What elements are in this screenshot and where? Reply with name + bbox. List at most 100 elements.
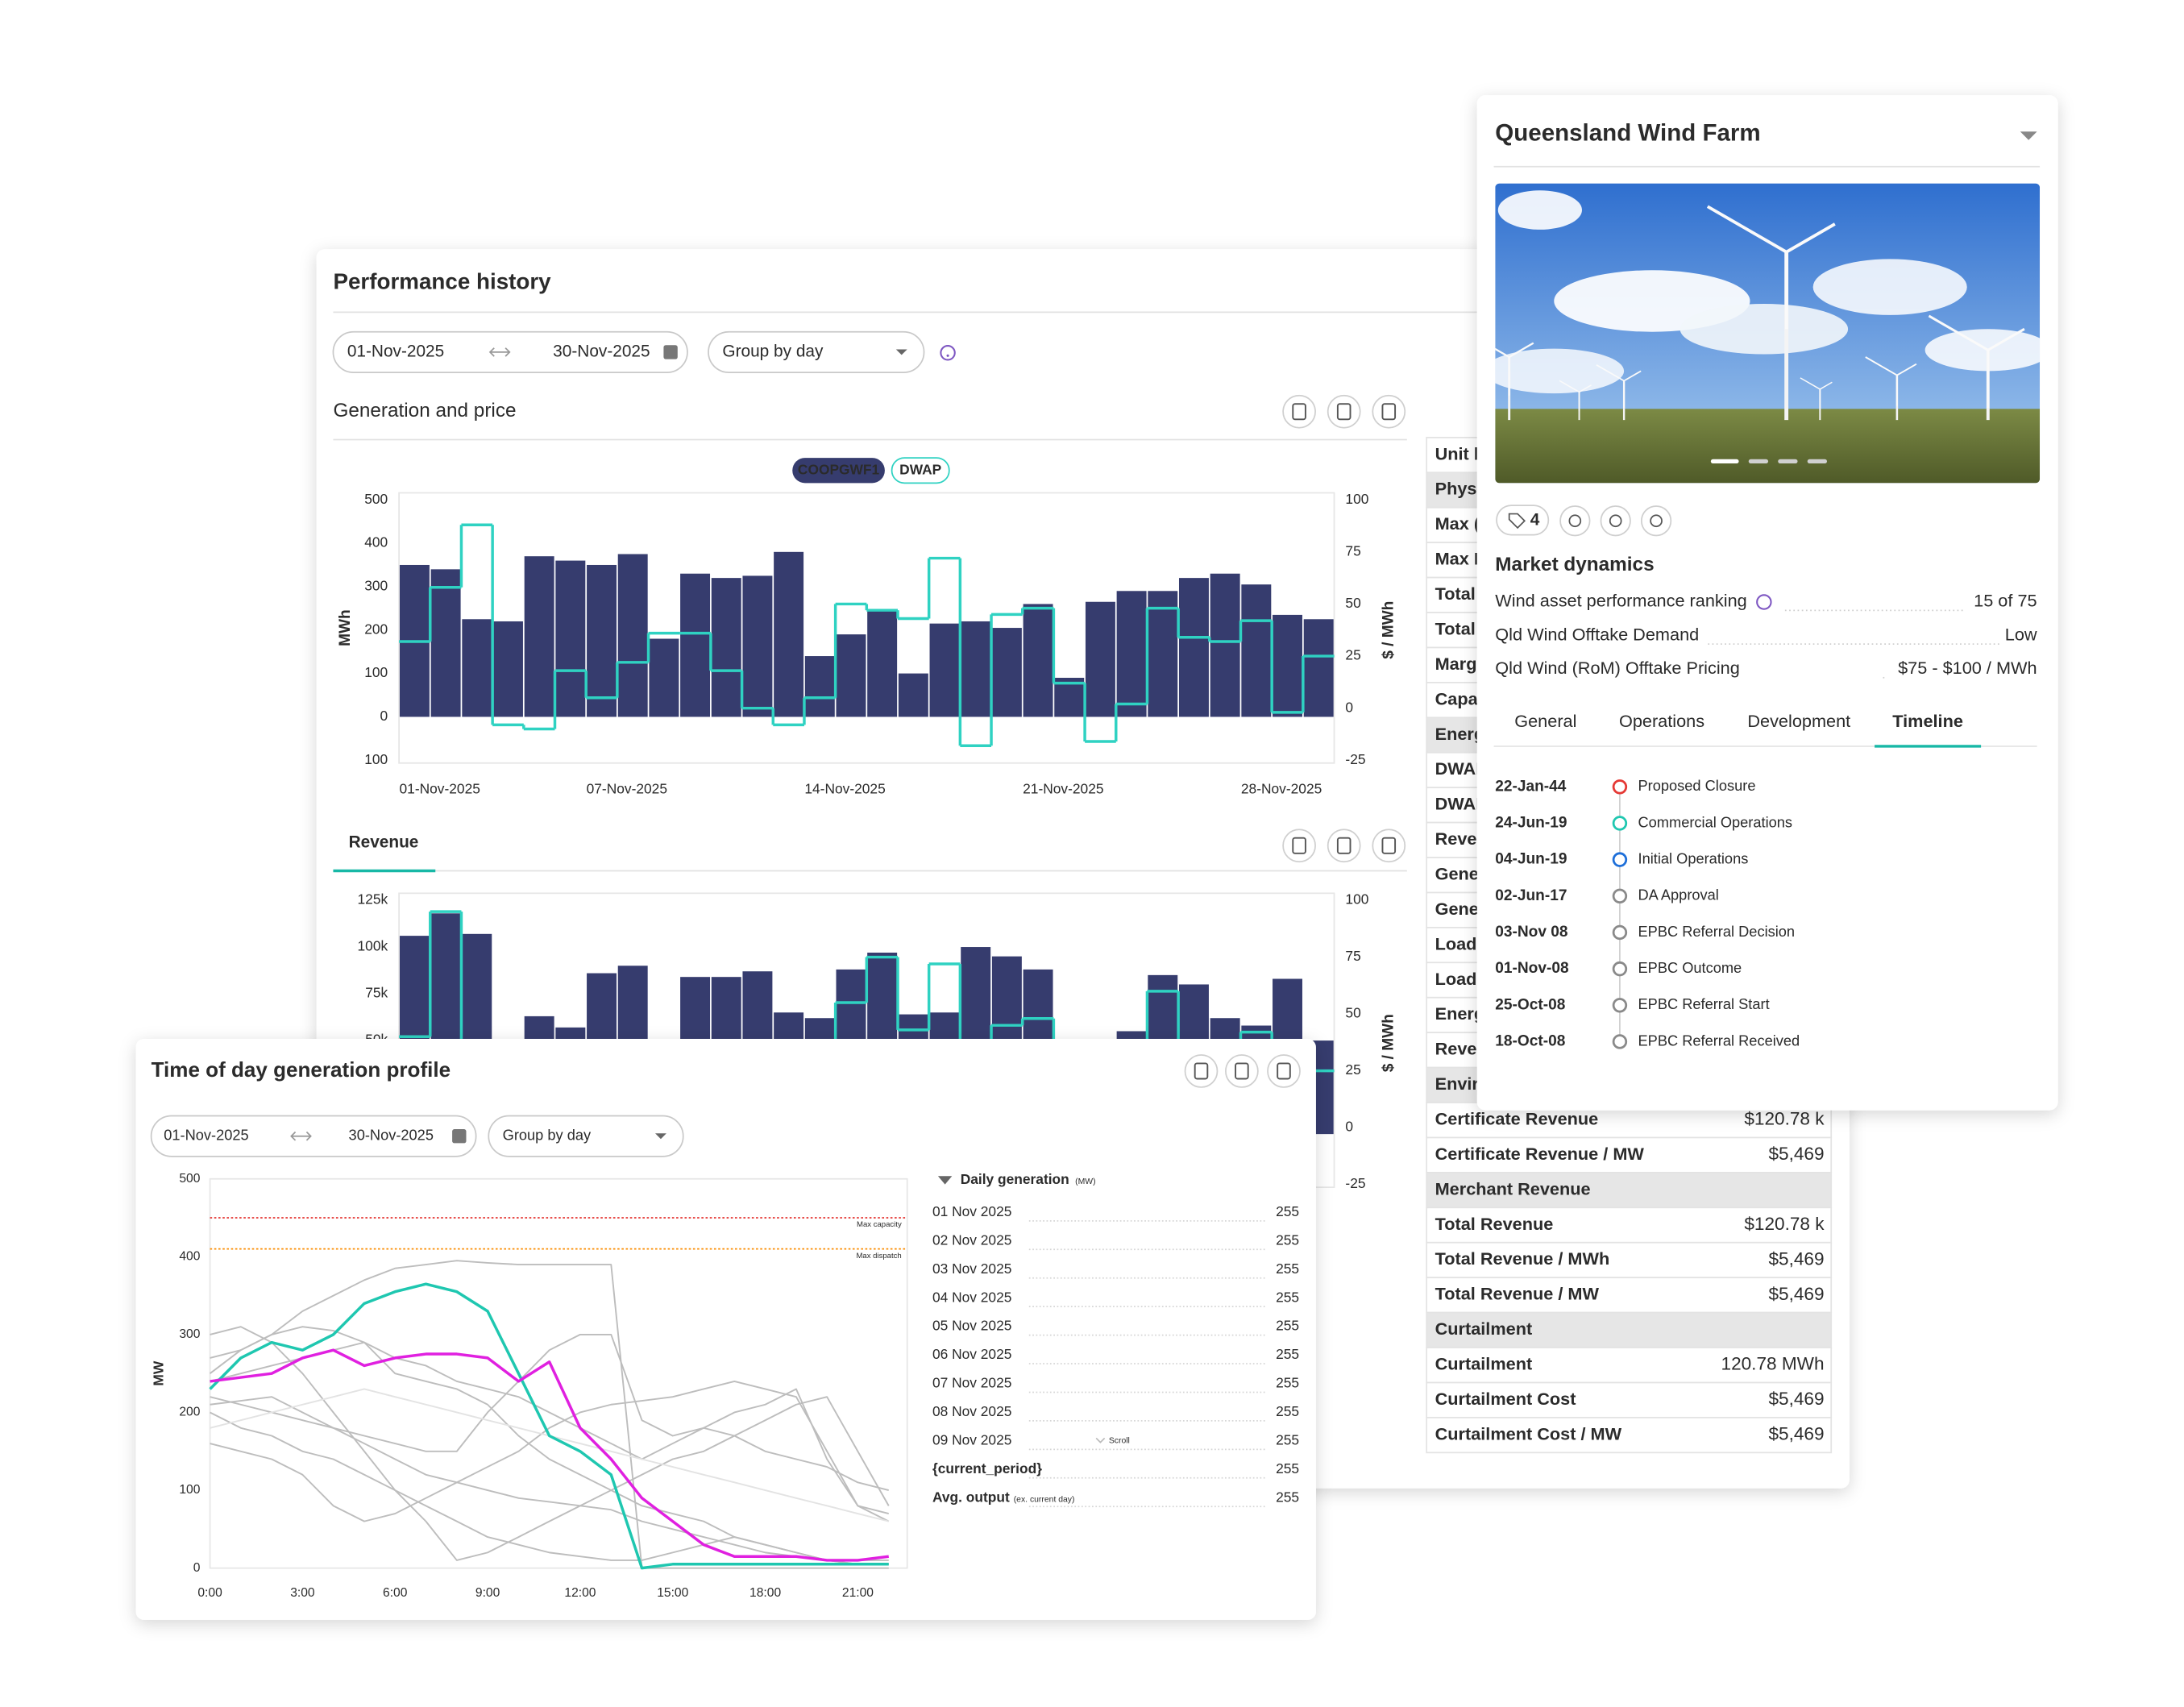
x-tick-label: 14-Nov-2025 — [804, 780, 885, 796]
section-title: Market dynamics — [1495, 554, 1654, 575]
legend-value: 255 — [1276, 1432, 1299, 1448]
legend-value: 255 — [1276, 1318, 1299, 1334]
highlight-line — [209, 1282, 889, 1570]
timeline-date: 01-Nov-08 — [1495, 960, 1569, 977]
carousel-dot[interactable] — [1748, 459, 1769, 464]
timeline-event: EPBC Referral Decision — [1638, 923, 1796, 940]
date-to: 30-Nov-2025 — [553, 342, 650, 360]
help-icon[interactable] — [940, 345, 956, 361]
table-row — [1426, 1417, 1833, 1454]
timeline-date: 03-Nov 08 — [1495, 924, 1568, 941]
icon-button[interactable] — [1327, 829, 1361, 863]
x-tick-label: 6:00 — [383, 1586, 408, 1600]
icon-button[interactable] — [1282, 394, 1316, 429]
tab[interactable]: Operations — [1619, 711, 1704, 731]
legend-value: 255 — [1276, 1231, 1299, 1248]
legend-label[interactable]: 08 Nov 2025 — [932, 1403, 1011, 1419]
icon-button[interactable] — [1372, 829, 1406, 863]
icon-button[interactable] — [1600, 505, 1631, 537]
legend-chip[interactable] — [792, 458, 885, 484]
reference-label: Max capacity — [857, 1220, 902, 1229]
group-by-select[interactable] — [488, 1115, 684, 1157]
x-tick-label: 28-Nov-2025 — [1241, 780, 1322, 796]
section-label: Energ — [1435, 724, 1485, 744]
bar — [774, 551, 804, 717]
icon-button[interactable] — [1372, 394, 1406, 429]
blade — [1559, 380, 1580, 393]
legend-label[interactable]: COOPGWF1 — [798, 461, 880, 477]
bar — [1178, 578, 1209, 717]
x-tick-label: 0:00 — [197, 1586, 222, 1600]
icon-button[interactable] — [1267, 1054, 1301, 1088]
icon-button[interactable] — [1225, 1054, 1259, 1088]
x-tick-label: 12:00 — [564, 1586, 596, 1600]
tag-count: 4 — [1530, 511, 1540, 530]
date-from: 01-Nov-2025 — [347, 342, 444, 360]
help-icon[interactable] — [1756, 594, 1772, 610]
row-label: Total — [1435, 618, 1476, 638]
legend-label[interactable]: Avg. output — [932, 1489, 1010, 1505]
carousel-dot[interactable] — [1807, 459, 1828, 464]
legend-label[interactable]: 01 Nov 2025 — [932, 1203, 1011, 1219]
legend-label[interactable]: 05 Nov 2025 — [932, 1318, 1011, 1334]
legend-label[interactable]: 03 Nov 2025 — [932, 1261, 1011, 1277]
blade — [1800, 377, 1821, 390]
icon-button[interactable] — [1640, 505, 1672, 537]
blade — [1785, 222, 1836, 254]
legend-label[interactable]: 02 Nov 2025 — [932, 1231, 1011, 1248]
collapse-caret[interactable] — [2020, 131, 2037, 140]
bar — [493, 621, 523, 717]
turbines — [1495, 205, 2025, 421]
icon-glyph — [1336, 837, 1352, 854]
row-label: Max ( — [1435, 513, 1480, 534]
panel-background — [135, 1039, 1316, 1620]
legend-label[interactable]: 07 Nov 2025 — [932, 1375, 1011, 1391]
group-by-select[interactable] — [708, 330, 925, 373]
row-label: Load — [1435, 933, 1477, 953]
tab-active[interactable]: Timeline — [1892, 711, 1963, 731]
legend-label[interactable]: DWAP — [899, 461, 941, 477]
tab[interactable]: Development — [1747, 711, 1850, 731]
legend-label[interactable]: 09 Nov 2025 — [932, 1432, 1011, 1448]
icon-button[interactable] — [1559, 505, 1591, 537]
icon-button[interactable] — [1184, 1054, 1219, 1088]
tab[interactable]: General — [1514, 711, 1576, 731]
timeline-date: 24-Jun-19 — [1495, 815, 1567, 832]
bar — [524, 556, 554, 717]
carousel-dot[interactable] — [1710, 459, 1739, 464]
bar — [742, 575, 773, 717]
ground — [1495, 409, 2041, 484]
y2-tick-label: 25 — [1345, 647, 1360, 663]
timeline-event: EPBC Referral Start — [1638, 995, 1770, 1012]
row-value: $120.78 k — [1744, 1109, 1825, 1129]
legend-label[interactable]: 06 Nov 2025 — [932, 1346, 1011, 1362]
time-of-day-panel: Time of day generation profile 01-Nov-202… — [135, 1039, 1316, 1620]
bar — [898, 673, 928, 717]
y-tick-label: 100 — [179, 1483, 200, 1497]
icon-button[interactable] — [1327, 394, 1361, 429]
date-range-input[interactable] — [150, 1115, 477, 1157]
legend-label[interactable]: 04 Nov 2025 — [932, 1289, 1011, 1305]
icon-glyph — [1235, 1062, 1249, 1080]
bar — [711, 578, 741, 717]
tag-chip[interactable] — [1496, 505, 1550, 536]
legend-caret[interactable] — [937, 1176, 953, 1185]
timeline-marker — [1612, 779, 1628, 795]
timeline-marker — [1612, 1034, 1628, 1049]
legend-chip[interactable] — [891, 457, 950, 484]
tab-active[interactable]: Revenue — [349, 833, 419, 851]
row-value: $5,469 — [1768, 1424, 1824, 1444]
bar — [961, 621, 991, 717]
daily-line — [210, 1380, 890, 1522]
legend-label[interactable]: {current_period} — [932, 1460, 1042, 1476]
timeline-marker — [1612, 961, 1628, 977]
metric-value: $75 - $100 / MWh — [1898, 658, 2037, 678]
metric-value: Low — [2005, 624, 2037, 644]
legend-value: 255 — [1276, 1346, 1299, 1362]
date-to: 30-Nov-2025 — [349, 1127, 434, 1144]
icon-button[interactable] — [1282, 829, 1316, 863]
legend-value: 255 — [1276, 1403, 1299, 1419]
cloud — [1812, 259, 1967, 315]
carousel-dot[interactable] — [1778, 459, 1798, 464]
icon-glyph — [1609, 514, 1622, 528]
